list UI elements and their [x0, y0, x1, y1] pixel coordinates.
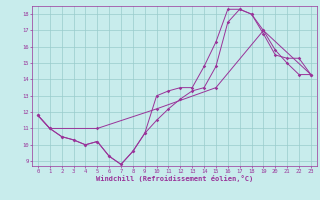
X-axis label: Windchill (Refroidissement éolien,°C): Windchill (Refroidissement éolien,°C)	[96, 175, 253, 182]
